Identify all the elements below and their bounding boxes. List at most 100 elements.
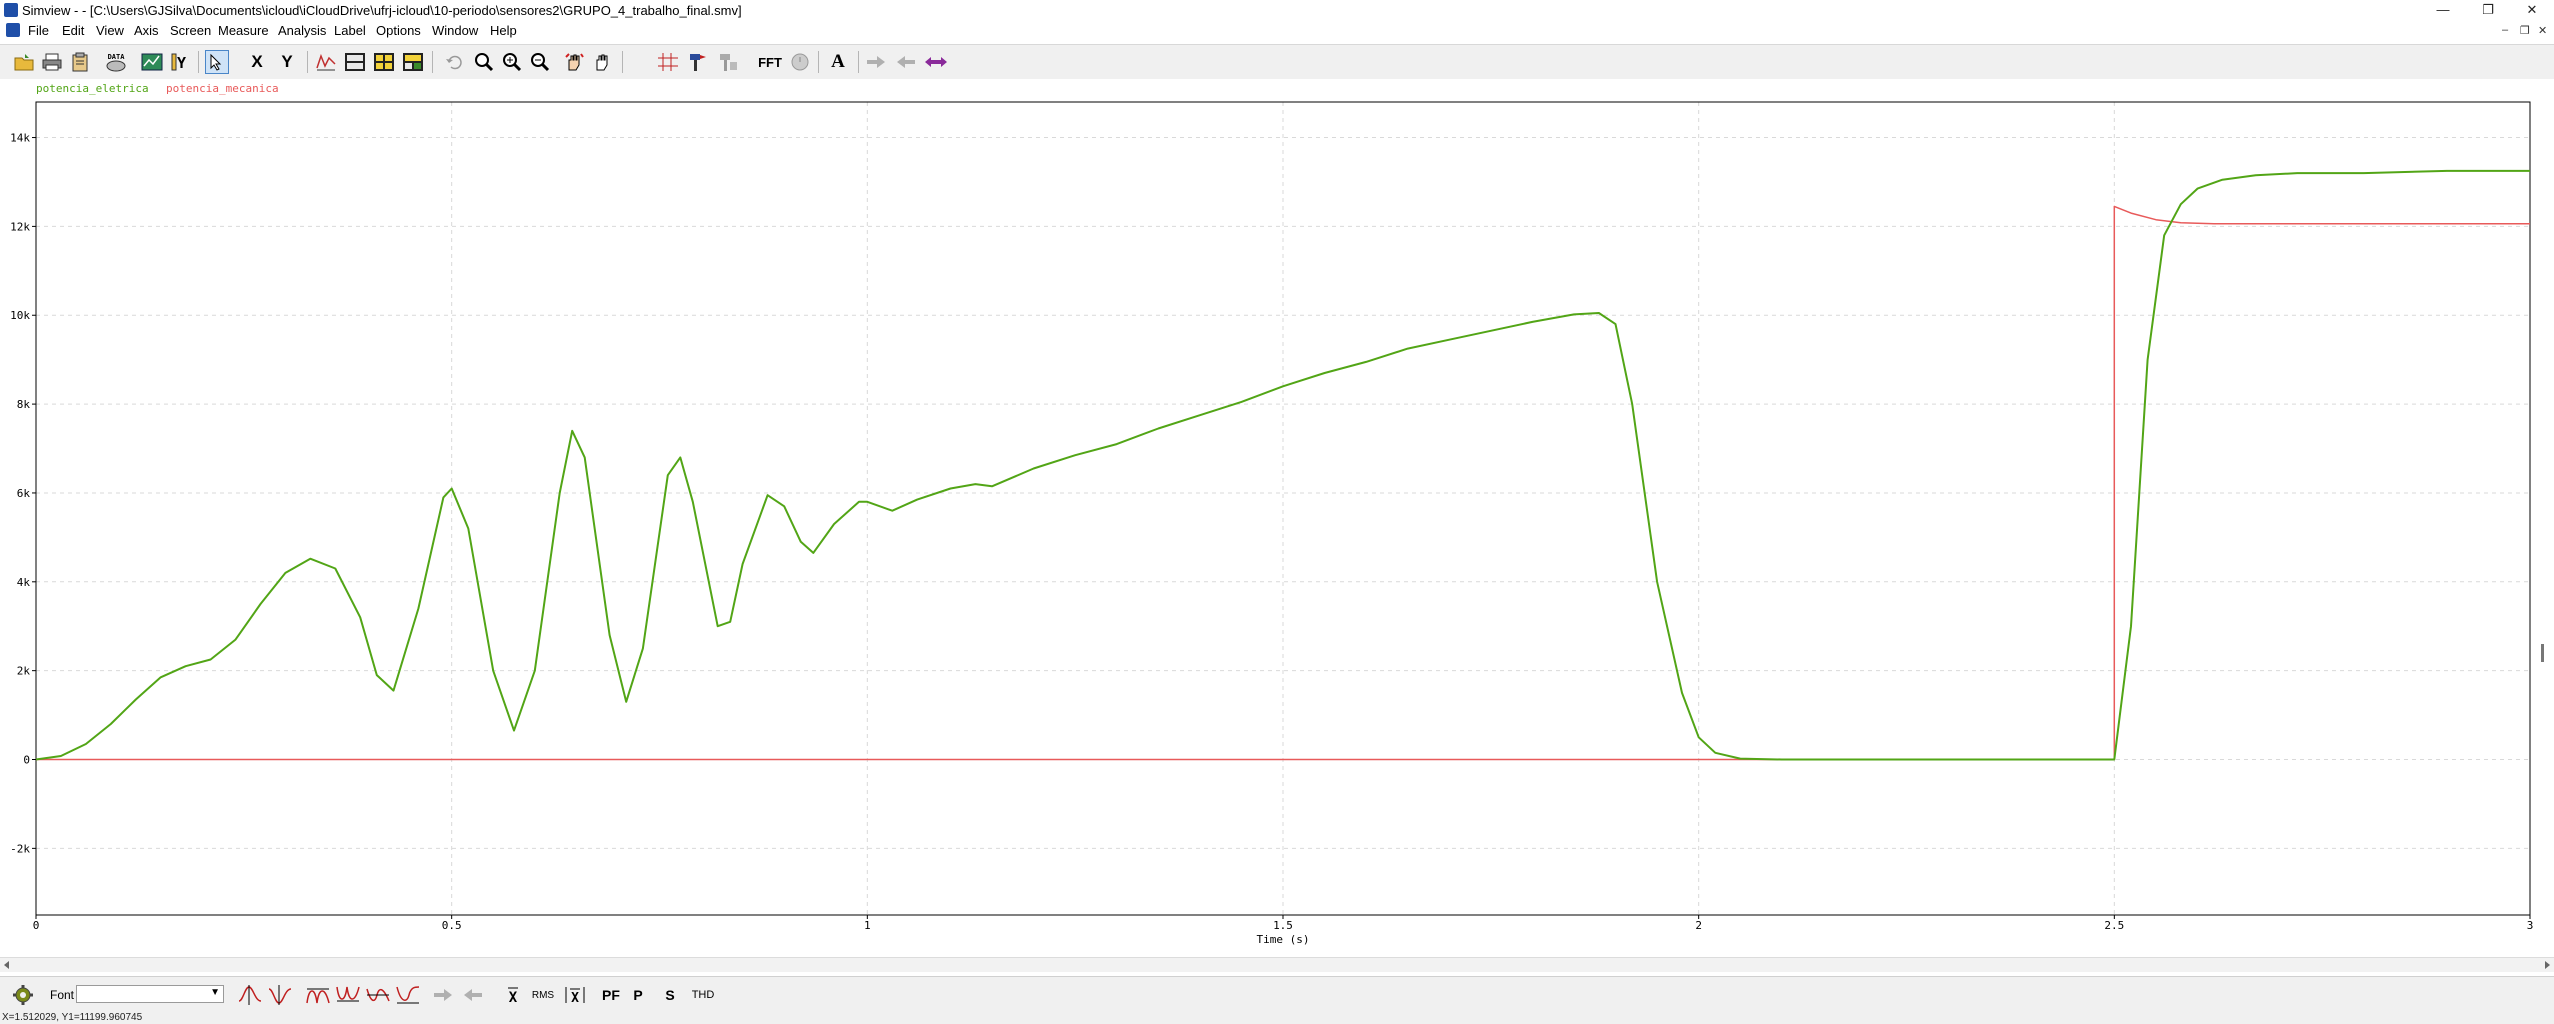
menu-options[interactable]: Options [376,23,421,38]
legend-potencia-mecanica[interactable]: potencia_mecanica [166,82,279,95]
peak-up-icon[interactable] [236,983,264,1007]
mdi-close-button[interactable]: ✕ [2538,25,2548,37]
series-line-potencia-mecanica[interactable] [36,205,2530,761]
window-title: Simview - - [C:\Users\GJSilva\Documents\… [22,3,742,18]
menu-label[interactable]: Label [334,23,366,38]
print-icon[interactable] [40,50,64,74]
next-arrow-disabled-icon[interactable] [430,983,456,1007]
marker-icon[interactable] [686,50,710,74]
horizontal-scrollbar[interactable] [0,957,2554,972]
layout-quad-icon[interactable] [372,50,396,74]
x-axis-label: Time (s) [1257,933,1310,946]
y-tick-label: -2k [10,842,30,855]
pan-hand-icon[interactable] [590,50,614,74]
menu-axis[interactable]: Axis [134,23,159,38]
y-axis-button[interactable]: Y [275,50,299,74]
text-label-button[interactable]: A [826,50,850,74]
mdi-restore-button[interactable]: ❐ [2520,25,2530,37]
menu-edit[interactable]: Edit [62,23,85,38]
crossing-icon[interactable] [364,983,392,1007]
data-label: DATA [108,53,126,61]
menubar: File Edit View Axis Screen Measure Analy… [0,20,2554,42]
minimize-button[interactable]: — [2436,2,2450,17]
prev-arrow-disabled-icon[interactable] [460,983,486,1007]
x-axis-button[interactable]: X [245,50,269,74]
x-tick-label: 0.5 [442,919,462,932]
add-curve-icon[interactable] [314,50,338,74]
data-button[interactable]: DATA [104,50,128,74]
legend-potencia-eletrica[interactable]: potencia_eletrica [36,82,149,95]
arrow-left-disabled-icon[interactable] [894,50,918,74]
layout-mixed-icon[interactable] [401,50,425,74]
font-select[interactable]: ▼ [76,985,224,1003]
x-tick-label: 3 [2527,919,2534,932]
zoom-icon[interactable] [472,50,496,74]
x-tick-label: 0 [33,919,40,932]
x-label: X [251,52,263,71]
y-tick-label: 2k [17,665,31,678]
x-tick-label: 1.5 [1273,919,1293,932]
window-titlebar: Simview - - [C:\Users\GJSilva\Documents\… [0,0,2554,20]
menu-view[interactable]: View [96,23,124,38]
select-arrow-button[interactable] [205,50,229,74]
layout-grid-icon[interactable] [343,50,367,74]
double-arrow-icon[interactable] [924,50,948,74]
y-tick-label: 10k [10,309,30,322]
svg-text:X: X [571,991,579,1005]
x-tick-label: 2 [1695,919,1702,932]
chart-area[interactable]: 0 0.5 1 1.5 2 2.5 3 -2k 0 2k 4k 6k 8k 10k 12k 14k poten… [0,79,2554,957]
svg-text:Y: Y [177,54,186,72]
clipboard-icon[interactable] [68,50,92,74]
marker-disabled-icon[interactable] [716,50,740,74]
menu-measure[interactable]: Measure [218,23,269,38]
document-icon[interactable] [6,23,20,37]
chevron-down-icon[interactable]: ▼ [210,987,220,998]
abs-mean-button[interactable]: X [562,983,588,1007]
vertical-scroll-thumb[interactable] [2541,644,2544,662]
svg-text:X: X [509,990,518,1005]
pan-hand-red-icon[interactable] [562,50,586,74]
grid-cursor-icon[interactable] [656,50,680,74]
fft-label: FFT [758,54,782,70]
max-icon[interactable] [304,983,332,1007]
waveform-chart[interactable]: 0 0.5 1 1.5 2 2.5 3 -2k 0 2k 4k 6k 8k 10k 12k 14k poten… [0,79,2554,957]
open-file-icon[interactable] [12,50,36,74]
main-toolbar: DATA Y X Y [0,44,2554,80]
s-button[interactable]: S [665,987,675,1003]
menu-file[interactable]: File [28,23,49,38]
valley-icon[interactable] [266,983,294,1007]
menu-screen[interactable]: Screen [170,23,212,38]
x-tick-label: 2.5 [2104,919,2124,932]
menu-analysis[interactable]: Analysis [278,23,327,38]
pf-button[interactable]: PF [602,987,620,1003]
p-button[interactable]: P [633,987,643,1003]
thd-button[interactable]: THD [691,989,715,1001]
arrow-right-disabled-icon[interactable] [864,50,888,74]
zoom-in-icon[interactable] [500,50,524,74]
mdi-minimize-button[interactable]: – [2502,24,2509,36]
scroll-left-icon[interactable] [4,961,9,969]
valley-min-icon[interactable] [394,983,422,1007]
scroll-right-icon[interactable] [2545,961,2550,969]
rms-button[interactable]: RMS [531,989,555,1001]
settings-gear-icon[interactable] [10,983,36,1007]
y-label: Y [281,52,293,71]
clock-disabled-icon[interactable] [788,50,812,74]
font-label: Font [49,988,74,1002]
close-button[interactable]: ✕ [2526,2,2538,17]
series-line-potencia-eletrica[interactable] [35,169,2530,761]
y-tick-label: 14k [10,132,30,145]
zoom-out-icon[interactable] [528,50,552,74]
status-bar: X=1.512029, Y1=11199.960745 [0,1012,2554,1024]
min-icon[interactable] [334,983,362,1007]
fft-button[interactable]: FFT [752,50,788,74]
app-logo-icon [4,3,18,17]
menu-help[interactable]: Help [490,23,517,38]
y-axis-select-button[interactable]: Y [168,50,192,74]
y-tick-label: 6k [17,487,31,500]
plot-settings-icon[interactable] [140,50,164,74]
menu-window[interactable]: Window [432,23,479,38]
undo-icon[interactable] [442,50,466,74]
mean-button[interactable]: X [500,983,526,1007]
restore-button[interactable]: ❐ [2482,2,2494,17]
